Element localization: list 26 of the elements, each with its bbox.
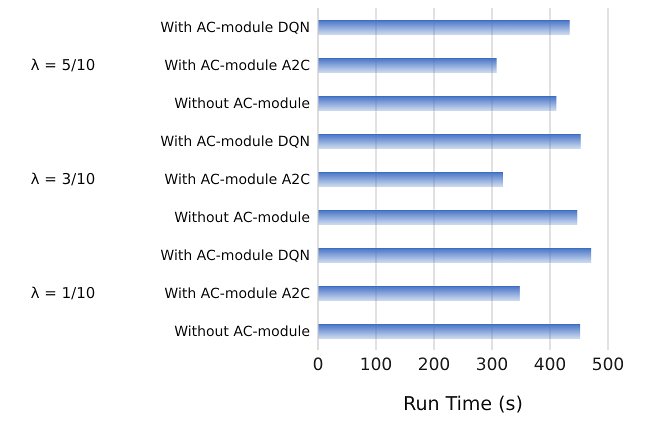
y-tick-label: With AC-module A2C (164, 286, 310, 302)
bar (318, 58, 497, 73)
y-tick-label: Without AC-module (174, 210, 310, 226)
bar (318, 248, 592, 263)
y-tick-label: Without AC-module (174, 96, 310, 112)
x-tick-label: 100 (360, 355, 392, 376)
y-tick-label: With AC-module DQN (160, 20, 310, 36)
x-axis-title: Run Time (s) (403, 393, 523, 415)
y-tick-label: With AC-module DQN (160, 248, 310, 264)
bar (318, 96, 556, 111)
bar (318, 172, 504, 187)
y-tick-label: Without AC-module (174, 324, 310, 340)
x-tick-label: 400 (534, 355, 566, 376)
y-tick-label: With AC-module A2C (164, 58, 310, 74)
x-tick-label: 500 (592, 355, 624, 376)
bar (318, 20, 570, 35)
bar (318, 286, 520, 301)
y-tick-label: With AC-module DQN (160, 134, 310, 150)
group-labels: λ = 5/10 λ = 3/10 λ = 1/10 (30, 55, 96, 304)
bar (318, 134, 581, 149)
bar (318, 210, 578, 225)
x-tick-label: 300 (476, 355, 508, 376)
x-tick-label: 200 (418, 355, 450, 376)
bar (318, 324, 580, 339)
y-tick-label: With AC-module A2C (164, 172, 310, 188)
x-tick-label: 0 (312, 355, 324, 376)
